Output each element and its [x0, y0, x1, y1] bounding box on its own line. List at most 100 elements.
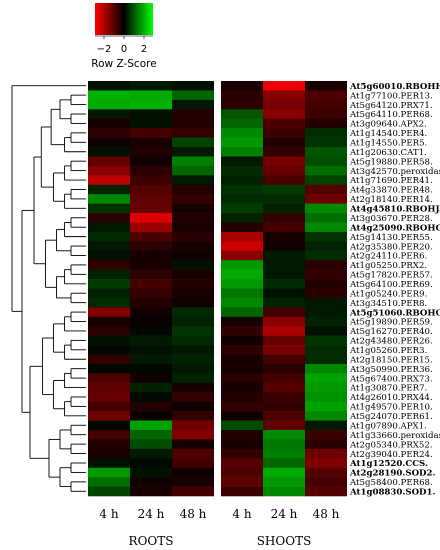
- heatmap-cell: [88, 147, 130, 157]
- gene-label: At1g49570.PER10.: [349, 403, 433, 413]
- heatmap-cell: [88, 297, 130, 308]
- heatmap-cell: [172, 203, 214, 214]
- gene-label: At1g07890.APX1.: [349, 421, 427, 431]
- heatmap-cell: [263, 363, 305, 374]
- gene-label: At5g19890.PER59.: [349, 318, 433, 328]
- heatmap-cell: [263, 231, 305, 242]
- heatmap-cell: [88, 354, 130, 365]
- gene-label: At5g14130.PER55.: [349, 233, 433, 243]
- heatmap-cell: [305, 401, 347, 412]
- heatmap-cell: [130, 165, 172, 176]
- heatmap-cell: [263, 448, 305, 459]
- heatmap-cell: [221, 279, 263, 289]
- heatmap-cell: [221, 203, 263, 214]
- heatmap-cell: [263, 203, 305, 214]
- heatmap-cell: [263, 288, 305, 299]
- heatmap-cell: [172, 288, 214, 299]
- heatmap-cell: [172, 269, 214, 280]
- heatmap-cell: [130, 260, 172, 270]
- heatmap-cell: [263, 335, 305, 346]
- heatmap-cell: [221, 194, 263, 204]
- column-label: 48 h: [313, 507, 340, 521]
- heatmap-cell: [221, 448, 263, 459]
- heatmap-cell: [263, 194, 305, 204]
- heatmap-cell: [88, 231, 130, 242]
- heatmap-cell: [172, 118, 214, 129]
- heatmap-cell: [88, 222, 130, 233]
- heatmap-cell: [221, 156, 263, 167]
- heatmap-cell: [305, 222, 347, 233]
- group-label: ROOTS: [129, 534, 174, 548]
- heatmap-cell: [305, 429, 347, 440]
- heatmap-cell: [130, 345, 172, 355]
- gene-label: At2g39040.PER24.: [349, 450, 433, 460]
- heatmap-cell: [172, 420, 214, 431]
- gene-label: At3g09640.APX2.: [349, 120, 427, 130]
- heatmap-cell: [263, 345, 305, 355]
- heatmap-cell: [221, 354, 263, 365]
- heatmap-cell: [263, 165, 305, 176]
- heatmap-cell: [172, 260, 214, 270]
- heatmap-cell: [172, 458, 214, 468]
- gene-label: At2g18150.PER15.: [349, 355, 433, 365]
- heatmap-cell: [263, 279, 305, 289]
- gene-label: At3g34510.PER8.: [349, 299, 427, 309]
- heatmap-cell: [263, 90, 305, 101]
- heatmap-cell: [263, 382, 305, 393]
- heatmap-cell: [221, 213, 263, 223]
- heatmap-cell: [221, 439, 263, 450]
- heatmap-cell: [172, 448, 214, 459]
- heatmap-cell: [130, 279, 172, 289]
- gene-label: At1g33660.peroxidase.: [349, 431, 440, 441]
- heatmap-cell: [88, 429, 130, 440]
- heatmap-cell: [221, 269, 263, 280]
- heatmap-cell: [130, 156, 172, 167]
- heatmap-cell: [305, 345, 347, 355]
- heatmap-cell: [172, 373, 214, 384]
- heatmap-cell: [172, 429, 214, 440]
- heatmap-cell: [130, 382, 172, 393]
- heatmap-cell: [263, 99, 305, 110]
- heatmap-cell: [221, 467, 263, 478]
- color-key-label: Row Z-Score: [91, 58, 156, 70]
- heatmap-cell: [88, 486, 130, 497]
- gene-label: At1g71690.PER41.: [349, 176, 433, 186]
- heatmap-cell: [88, 392, 130, 402]
- heatmap-cell: [130, 401, 172, 412]
- gene-label: At2g18140.PER14.: [349, 195, 433, 205]
- heatmap-cell: [305, 279, 347, 289]
- heatmap-cell: [263, 184, 305, 195]
- heatmap-cell: [172, 279, 214, 289]
- heatmap-cell: [305, 118, 347, 129]
- heatmap-cell: [130, 184, 172, 195]
- heatmap-cell: [88, 184, 130, 195]
- heatmap-cell: [172, 363, 214, 374]
- heatmap-cell: [130, 269, 172, 280]
- heatmap-cell: [130, 420, 172, 431]
- column-label: 48 h: [180, 507, 207, 521]
- heatmap-cell: [88, 288, 130, 299]
- heatmap-cell: [221, 288, 263, 299]
- heatmap-cell: [172, 297, 214, 308]
- column-label: 24 h: [138, 507, 165, 521]
- gene-label: At2g28190.SOD2.: [349, 469, 435, 479]
- heatmap-cell: [221, 345, 263, 355]
- heatmap-cell: [305, 448, 347, 459]
- heatmap-cell: [305, 260, 347, 270]
- heatmap-cell: [130, 213, 172, 223]
- heatmap-cell: [130, 288, 172, 299]
- gene-label: At2g43480.PER26.: [349, 337, 433, 347]
- heatmap-cell: [172, 382, 214, 393]
- heatmap-cell: [172, 165, 214, 176]
- gene-label: At1g30870.PER7.: [349, 384, 427, 394]
- heatmap-cell: [305, 335, 347, 346]
- heatmap-cell: [263, 429, 305, 440]
- heatmap-cell: [305, 373, 347, 384]
- heatmap-cell: [130, 175, 172, 186]
- heatmap-cell: [88, 128, 130, 138]
- heatmap-cell: [88, 401, 130, 412]
- heatmap-cell: [88, 81, 130, 91]
- gene-label: At4g33870.PER48.: [349, 186, 433, 196]
- heatmap-cell: [305, 184, 347, 195]
- color-key-tick-label: −2: [97, 44, 112, 55]
